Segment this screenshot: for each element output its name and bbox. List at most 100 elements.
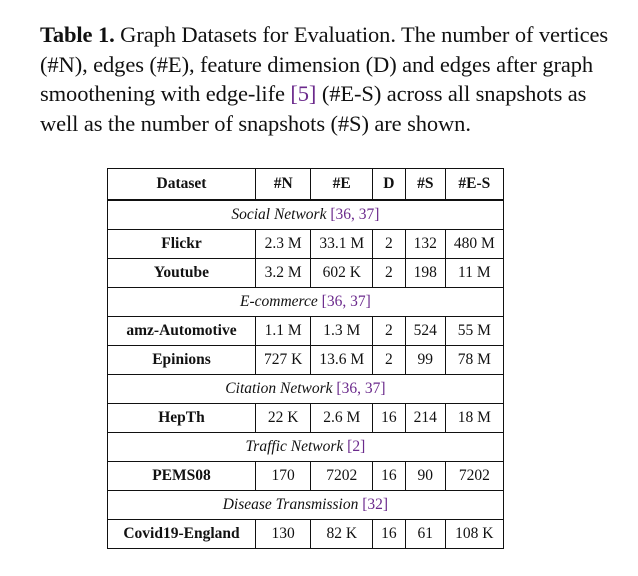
cell-edges: 13.6 M	[310, 345, 374, 375]
header-feature-dim: D	[372, 168, 406, 201]
cell-dataset-name: Covid19-England	[107, 519, 256, 549]
cell-edges-smoothed: 480 M	[444, 229, 504, 259]
group-citation: [2]	[343, 438, 365, 455]
cell-edges: 7202	[310, 461, 374, 491]
cell-edges: 33.1 M	[310, 229, 374, 259]
group-header-row: Disease Transmission [32]	[107, 490, 504, 520]
cell-edges: 82 K	[310, 519, 374, 549]
group-header-row: Citation Network [36, 37]	[107, 374, 504, 404]
cell-edges-smoothed: 78 M	[444, 345, 504, 375]
table-row: Youtube 3.2 M 602 K 2 198 11 M	[107, 258, 504, 288]
citation-bracket-close: ]	[380, 380, 386, 397]
group-title: Citation Network [36, 37]	[107, 374, 504, 404]
citation-bracket-close: ]	[374, 206, 380, 223]
header-vertices: #N	[254, 168, 312, 201]
cell-vertices: 130	[254, 519, 312, 549]
cell-edges-smoothed: 11 M	[444, 258, 504, 288]
caption-text-part2: (#E-S) across all snapshots as well as t…	[40, 81, 587, 136]
citation-bracket-close: ]	[360, 438, 366, 455]
cell-feature-dim: 2	[372, 258, 406, 288]
cell-feature-dim: 2	[372, 316, 406, 346]
caption-text-part1: Graph Datasets for Evaluation. The numbe…	[40, 22, 609, 106]
cell-snapshots: 61	[404, 519, 446, 549]
citation-link[interactable]: 36	[326, 293, 343, 310]
group-title-text: Traffic Network	[245, 438, 344, 455]
table-row: Epinions 727 K 13.6 M 2 99 78 M	[107, 345, 504, 375]
group-title: Traffic Network [2]	[107, 432, 504, 462]
group-title-text: Social Network	[231, 206, 327, 223]
group-title: Social Network [36, 37]	[107, 199, 504, 230]
citation-bracket-open: [	[326, 206, 336, 223]
group-citation: [32]	[358, 496, 388, 513]
group-title: E-commerce [36, 37]	[107, 287, 504, 317]
citation-link[interactable]: 2	[352, 438, 361, 455]
cell-dataset-name: PEMS08	[107, 461, 256, 491]
header-edges: #E	[310, 168, 374, 201]
group-title-text: Citation Network	[225, 380, 333, 397]
table-body: Social Network [36, 37] Flickr 2.3 M 33.1 M…	[107, 199, 504, 549]
citation-bracket-close: ]	[382, 496, 389, 513]
group-title-text: Disease Transmission	[222, 496, 359, 513]
group-citation: [36, 37]	[332, 380, 386, 397]
cell-feature-dim: 16	[372, 403, 406, 433]
cell-snapshots: 198	[404, 258, 446, 288]
citation-bracket-open: [	[358, 496, 368, 513]
cell-vertices: 727 K	[254, 345, 312, 375]
cell-dataset-name: amz-Automotive	[107, 316, 256, 346]
citation-bracket-open: [	[343, 438, 353, 455]
cell-edges-smoothed: 108 K	[444, 519, 504, 549]
cell-snapshots: 99	[404, 345, 446, 375]
citation-bracket-open: [	[317, 293, 327, 310]
cell-feature-dim: 2	[372, 229, 406, 259]
cell-dataset-name: Epinions	[107, 345, 256, 375]
table-row: PEMS08 170 7202 16 90 7202	[107, 461, 504, 491]
cell-dataset-name: HepTh	[107, 403, 256, 433]
citation-link[interactable]: 36	[335, 206, 352, 223]
table-caption: Table 1. Graph Datasets for Evaluation. …	[40, 20, 618, 138]
caption-label: Table 1.	[40, 22, 115, 47]
cell-snapshots: 214	[404, 403, 446, 433]
cell-snapshots: 132	[404, 229, 446, 259]
cell-edges: 602 K	[310, 258, 374, 288]
cell-vertices: 170	[254, 461, 312, 491]
group-citation: [36, 37]	[326, 206, 380, 223]
citation-link[interactable]: 36	[341, 380, 358, 397]
cell-snapshots: 524	[404, 316, 446, 346]
cell-edges-smoothed: 7202	[444, 461, 504, 491]
cell-vertices: 22 K	[254, 403, 312, 433]
header-snapshots: #S	[404, 168, 446, 201]
caption-citation-link[interactable]: [5]	[290, 81, 317, 106]
cell-edges-smoothed: 55 M	[444, 316, 504, 346]
cell-feature-dim: 16	[372, 461, 406, 491]
citation-link[interactable]: 37	[358, 206, 375, 223]
header-dataset: Dataset	[107, 168, 256, 201]
group-header-row: Traffic Network [2]	[107, 432, 504, 462]
citation-link[interactable]: 37	[364, 380, 381, 397]
citation-bracket-close: ]	[365, 293, 371, 310]
citation-link[interactable]: 32	[367, 496, 383, 513]
cell-edges: 2.6 M	[310, 403, 374, 433]
header-edges-smoothed: #E-S	[444, 168, 504, 201]
cell-vertices: 1.1 M	[254, 316, 312, 346]
cell-vertices: 3.2 M	[254, 258, 312, 288]
group-title-text: E-commerce	[240, 293, 318, 310]
cell-dataset-name: Flickr	[107, 229, 256, 259]
table-row: Covid19-England 130 82 K 16 61 108 K	[107, 519, 504, 549]
cell-feature-dim: 2	[372, 345, 406, 375]
table-row: HepTh 22 K 2.6 M 16 214 18 M	[107, 403, 504, 433]
cell-snapshots: 90	[404, 461, 446, 491]
citation-link[interactable]: 37	[350, 293, 366, 310]
cell-vertices: 2.3 M	[254, 229, 312, 259]
table-header-row: Dataset #N #E D #S #E-S	[107, 168, 504, 201]
cell-edges-smoothed: 18 M	[444, 403, 504, 433]
group-header-row: E-commerce [36, 37]	[107, 287, 504, 317]
table-row: amz-Automotive 1.1 M 1.3 M 2 524 55 M	[107, 316, 504, 346]
table-row: Flickr 2.3 M 33.1 M 2 132 480 M	[107, 229, 504, 259]
cell-dataset-name: Youtube	[107, 258, 256, 288]
datasets-table: Dataset #N #E D #S #E-S Social Network […	[107, 168, 504, 549]
citation-bracket-open: [	[332, 380, 342, 397]
group-citation: [36, 37]	[317, 293, 371, 310]
cell-edges: 1.3 M	[310, 316, 374, 346]
cell-feature-dim: 16	[372, 519, 406, 549]
group-header-row: Social Network [36, 37]	[107, 199, 504, 230]
